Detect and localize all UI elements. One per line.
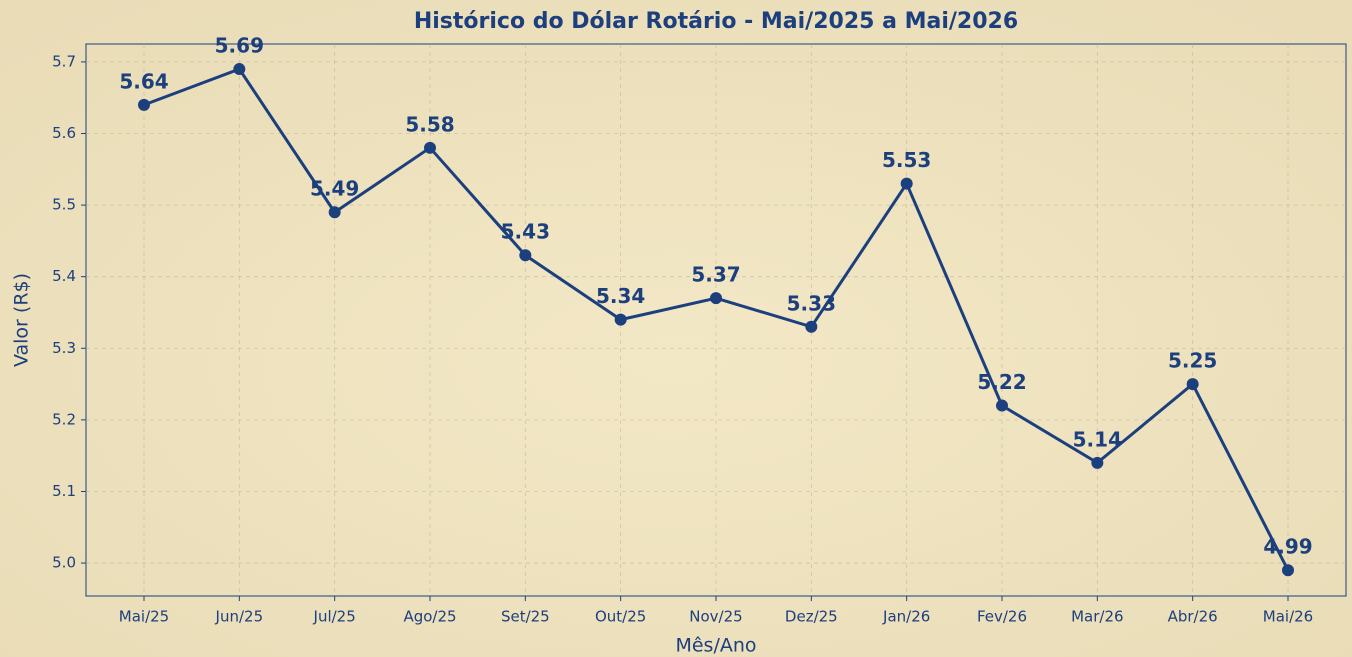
data-label: 5.22 (977, 370, 1026, 394)
x-tick-label: Set/25 (501, 608, 550, 626)
data-point (996, 400, 1008, 412)
x-tick-label: Jan/26 (882, 608, 930, 626)
background (0, 0, 1352, 657)
data-label: 5.43 (501, 220, 550, 244)
chart-title: Histórico do Dólar Rotário - Mai/2025 a … (414, 9, 1018, 34)
y-tick-label: 5.4 (52, 267, 76, 285)
x-tick-label: Mar/26 (1071, 608, 1123, 626)
data-label: 5.64 (119, 69, 168, 93)
y-axis-label: Valor (R$) (11, 273, 33, 367)
y-tick-label: 5.7 (52, 52, 76, 70)
page: Histórico do Dólar Rotário - Mai/2025 a … (0, 0, 1352, 657)
y-tick-label: 5.0 (52, 554, 76, 572)
data-point (1187, 378, 1199, 390)
data-label: 5.53 (882, 148, 931, 172)
chart: Histórico do Dólar Rotário - Mai/2025 a … (0, 0, 1352, 657)
y-tick-label: 5.2 (52, 410, 76, 428)
data-label: 5.69 (215, 34, 264, 58)
x-tick-label: Nov/25 (689, 608, 742, 626)
data-point (329, 206, 341, 218)
data-label: 5.34 (596, 284, 645, 308)
x-tick-label: Jun/25 (215, 608, 264, 626)
data-point (710, 292, 722, 304)
data-point (615, 314, 627, 326)
data-point (138, 99, 150, 111)
x-tick-label: Out/25 (595, 608, 646, 626)
x-tick-label: Dez/25 (785, 608, 838, 626)
data-point (519, 249, 531, 261)
data-point (233, 63, 245, 75)
data-label: 5.37 (691, 263, 740, 287)
x-tick-label: Mai/25 (119, 608, 169, 626)
data-point (805, 321, 817, 333)
data-point (424, 142, 436, 154)
x-tick-label: Fev/26 (977, 608, 1027, 626)
x-tick-label: Jul/25 (313, 608, 356, 626)
data-point (1282, 564, 1294, 576)
data-label: 5.58 (405, 112, 454, 136)
data-label: 5.14 (1073, 427, 1122, 451)
y-tick-label: 5.6 (52, 124, 76, 142)
data-label: 4.99 (1263, 535, 1312, 559)
x-tick-label: Mai/26 (1263, 608, 1313, 626)
x-axis-label: Mês/Ano (675, 635, 756, 657)
data-point (1091, 457, 1103, 469)
data-label: 5.49 (310, 177, 359, 201)
data-point (901, 178, 913, 190)
y-tick-label: 5.3 (52, 339, 76, 357)
data-label: 5.25 (1168, 349, 1217, 373)
x-tick-label: Abr/26 (1168, 608, 1218, 626)
x-tick-label: Ago/25 (403, 608, 456, 626)
y-tick-label: 5.5 (52, 196, 76, 214)
y-tick-label: 5.1 (52, 482, 76, 500)
data-label: 5.33 (787, 291, 836, 315)
